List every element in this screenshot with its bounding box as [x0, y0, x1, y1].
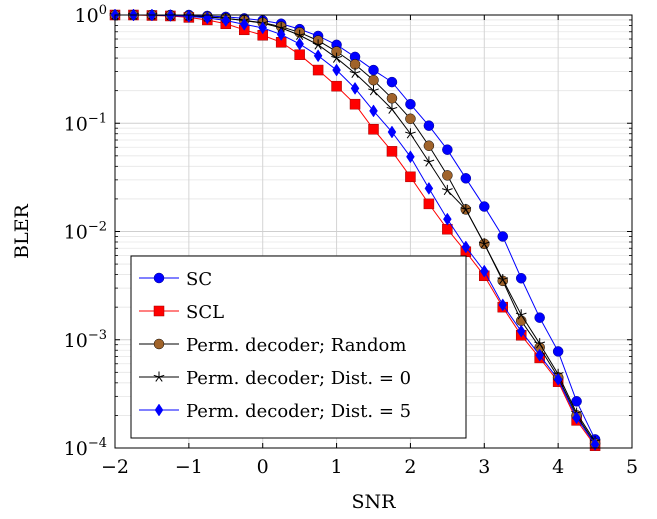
data-point	[443, 212, 452, 226]
data-point	[369, 104, 378, 118]
x-tick-label: −1	[175, 456, 203, 478]
data-point	[479, 264, 489, 278]
data-point	[553, 372, 563, 386]
data-point	[423, 120, 435, 131]
x-tick-label: 2	[404, 456, 416, 478]
legend-label: Perm. decoder; Dist. = 0	[186, 368, 411, 389]
data-point	[294, 29, 306, 40]
legend-label: Perm. decoder; Random	[186, 335, 406, 356]
data-point	[442, 170, 453, 181]
legend-marker	[153, 305, 165, 317]
x-axis-label: SNR	[352, 491, 397, 513]
data-point	[515, 272, 527, 284]
data-point	[460, 203, 472, 215]
data-point	[423, 156, 435, 167]
legend-marker	[153, 371, 165, 382]
data-point	[331, 80, 342, 92]
data-point	[423, 140, 435, 151]
data-point	[405, 171, 416, 183]
data-point	[331, 52, 342, 63]
data-point	[423, 198, 435, 210]
y-tick-label: 100	[75, 3, 107, 27]
x-tick-label: 5	[626, 456, 638, 478]
y-axis-label: BLER	[11, 203, 33, 258]
x-tick-label: 4	[552, 456, 564, 478]
data-point	[350, 81, 360, 95]
data-point	[368, 74, 379, 86]
data-point	[497, 274, 509, 285]
legend-box	[130, 255, 467, 439]
legend-marker	[153, 272, 165, 284]
data-point	[275, 22, 287, 33]
data-point	[572, 411, 581, 425]
data-point	[498, 298, 508, 312]
data-point	[239, 17, 249, 31]
data-point	[386, 103, 398, 114]
data-point	[295, 37, 304, 51]
data-point	[349, 67, 361, 78]
x-tick-label: 1	[331, 456, 343, 478]
axis-tick-labels: −2 −1 0 1 2 3 4 5 100 10−1 10−2 10−3 10−4	[64, 3, 638, 478]
data-point	[368, 85, 379, 96]
data-point	[332, 63, 341, 77]
data-point	[405, 128, 416, 139]
data-point	[535, 348, 544, 362]
data-point	[534, 338, 546, 349]
data-point	[571, 396, 582, 407]
legend: SC SCL Perm. decoder; Random Perm. decoder;…	[130, 255, 467, 439]
legend-label: Perm. decoder; Dist. = 5	[186, 401, 411, 422]
legend-marker	[154, 403, 164, 417]
data-point	[405, 98, 416, 110]
data-point	[258, 21, 268, 35]
data-point	[276, 28, 286, 41]
y-tick-label: 10−2	[64, 220, 107, 244]
data-point	[478, 238, 490, 249]
axis-ticks	[114, 14, 633, 449]
data-point	[534, 312, 545, 323]
data-point	[368, 124, 379, 135]
legend-entry: Perm. decoder; Random	[139, 335, 406, 356]
y-tick-label: 10−1	[64, 111, 107, 135]
legend-marker	[153, 338, 165, 350]
data-point	[442, 223, 453, 235]
data-point	[406, 150, 415, 164]
data-point	[479, 201, 490, 212]
data-point	[387, 125, 397, 139]
data-point	[497, 231, 508, 242]
data-point	[312, 64, 324, 76]
legend-entry: Perm. decoder; Dist. = 0	[139, 368, 411, 389]
data-point	[368, 64, 379, 76]
legend-label: SCL	[186, 302, 224, 323]
data-point	[442, 144, 453, 155]
x-tick-label: 0	[257, 456, 269, 478]
legend-entry: SC	[139, 269, 212, 290]
data-point	[386, 146, 398, 157]
data-point	[515, 309, 527, 320]
legend-entry: Perm. decoder; Dist. = 5	[139, 401, 411, 422]
y-tick-label: 10−4	[64, 436, 107, 460]
legend-label: SC	[186, 269, 212, 290]
data-point	[590, 437, 600, 451]
data-point	[460, 173, 472, 184]
data-point	[441, 184, 453, 196]
x-tick-label: 3	[478, 456, 490, 478]
legend-entry: SCL	[139, 302, 224, 323]
data-point	[552, 346, 564, 357]
data-point	[516, 324, 526, 338]
data-point	[386, 93, 398, 104]
x-tick-label: −2	[101, 456, 129, 478]
data-point	[405, 113, 416, 125]
data-point	[313, 49, 323, 63]
data-point	[294, 49, 305, 60]
series-layer	[109, 8, 601, 451]
y-tick-label: 10−3	[64, 328, 107, 352]
data-point	[312, 39, 324, 50]
data-point	[221, 14, 231, 27]
data-point	[203, 11, 212, 25]
data-point	[424, 181, 434, 195]
data-point	[386, 76, 398, 88]
data-point	[349, 98, 361, 110]
data-point	[461, 240, 471, 254]
